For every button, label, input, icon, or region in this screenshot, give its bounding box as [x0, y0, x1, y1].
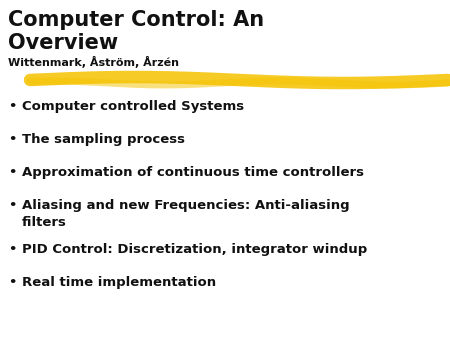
Text: Overview: Overview [8, 33, 118, 53]
Text: •: • [8, 243, 16, 256]
Text: •: • [8, 276, 16, 289]
Text: •: • [8, 166, 16, 179]
Text: •: • [8, 199, 16, 212]
Text: Approximation of continuous time controllers: Approximation of continuous time control… [22, 166, 364, 179]
Text: Wittenmark, Åström, Årzén: Wittenmark, Åström, Årzén [8, 56, 179, 68]
Text: Computer Control: An: Computer Control: An [8, 10, 264, 30]
Text: Aliasing and new Frequencies: Anti-aliasing
filters: Aliasing and new Frequencies: Anti-alias… [22, 199, 350, 228]
Text: •: • [8, 100, 16, 113]
Text: PID Control: Discretization, integrator windup: PID Control: Discretization, integrator … [22, 243, 367, 256]
Text: •: • [8, 133, 16, 146]
Text: Real time implementation: Real time implementation [22, 276, 216, 289]
Text: Computer controlled Systems: Computer controlled Systems [22, 100, 244, 113]
Text: The sampling process: The sampling process [22, 133, 185, 146]
